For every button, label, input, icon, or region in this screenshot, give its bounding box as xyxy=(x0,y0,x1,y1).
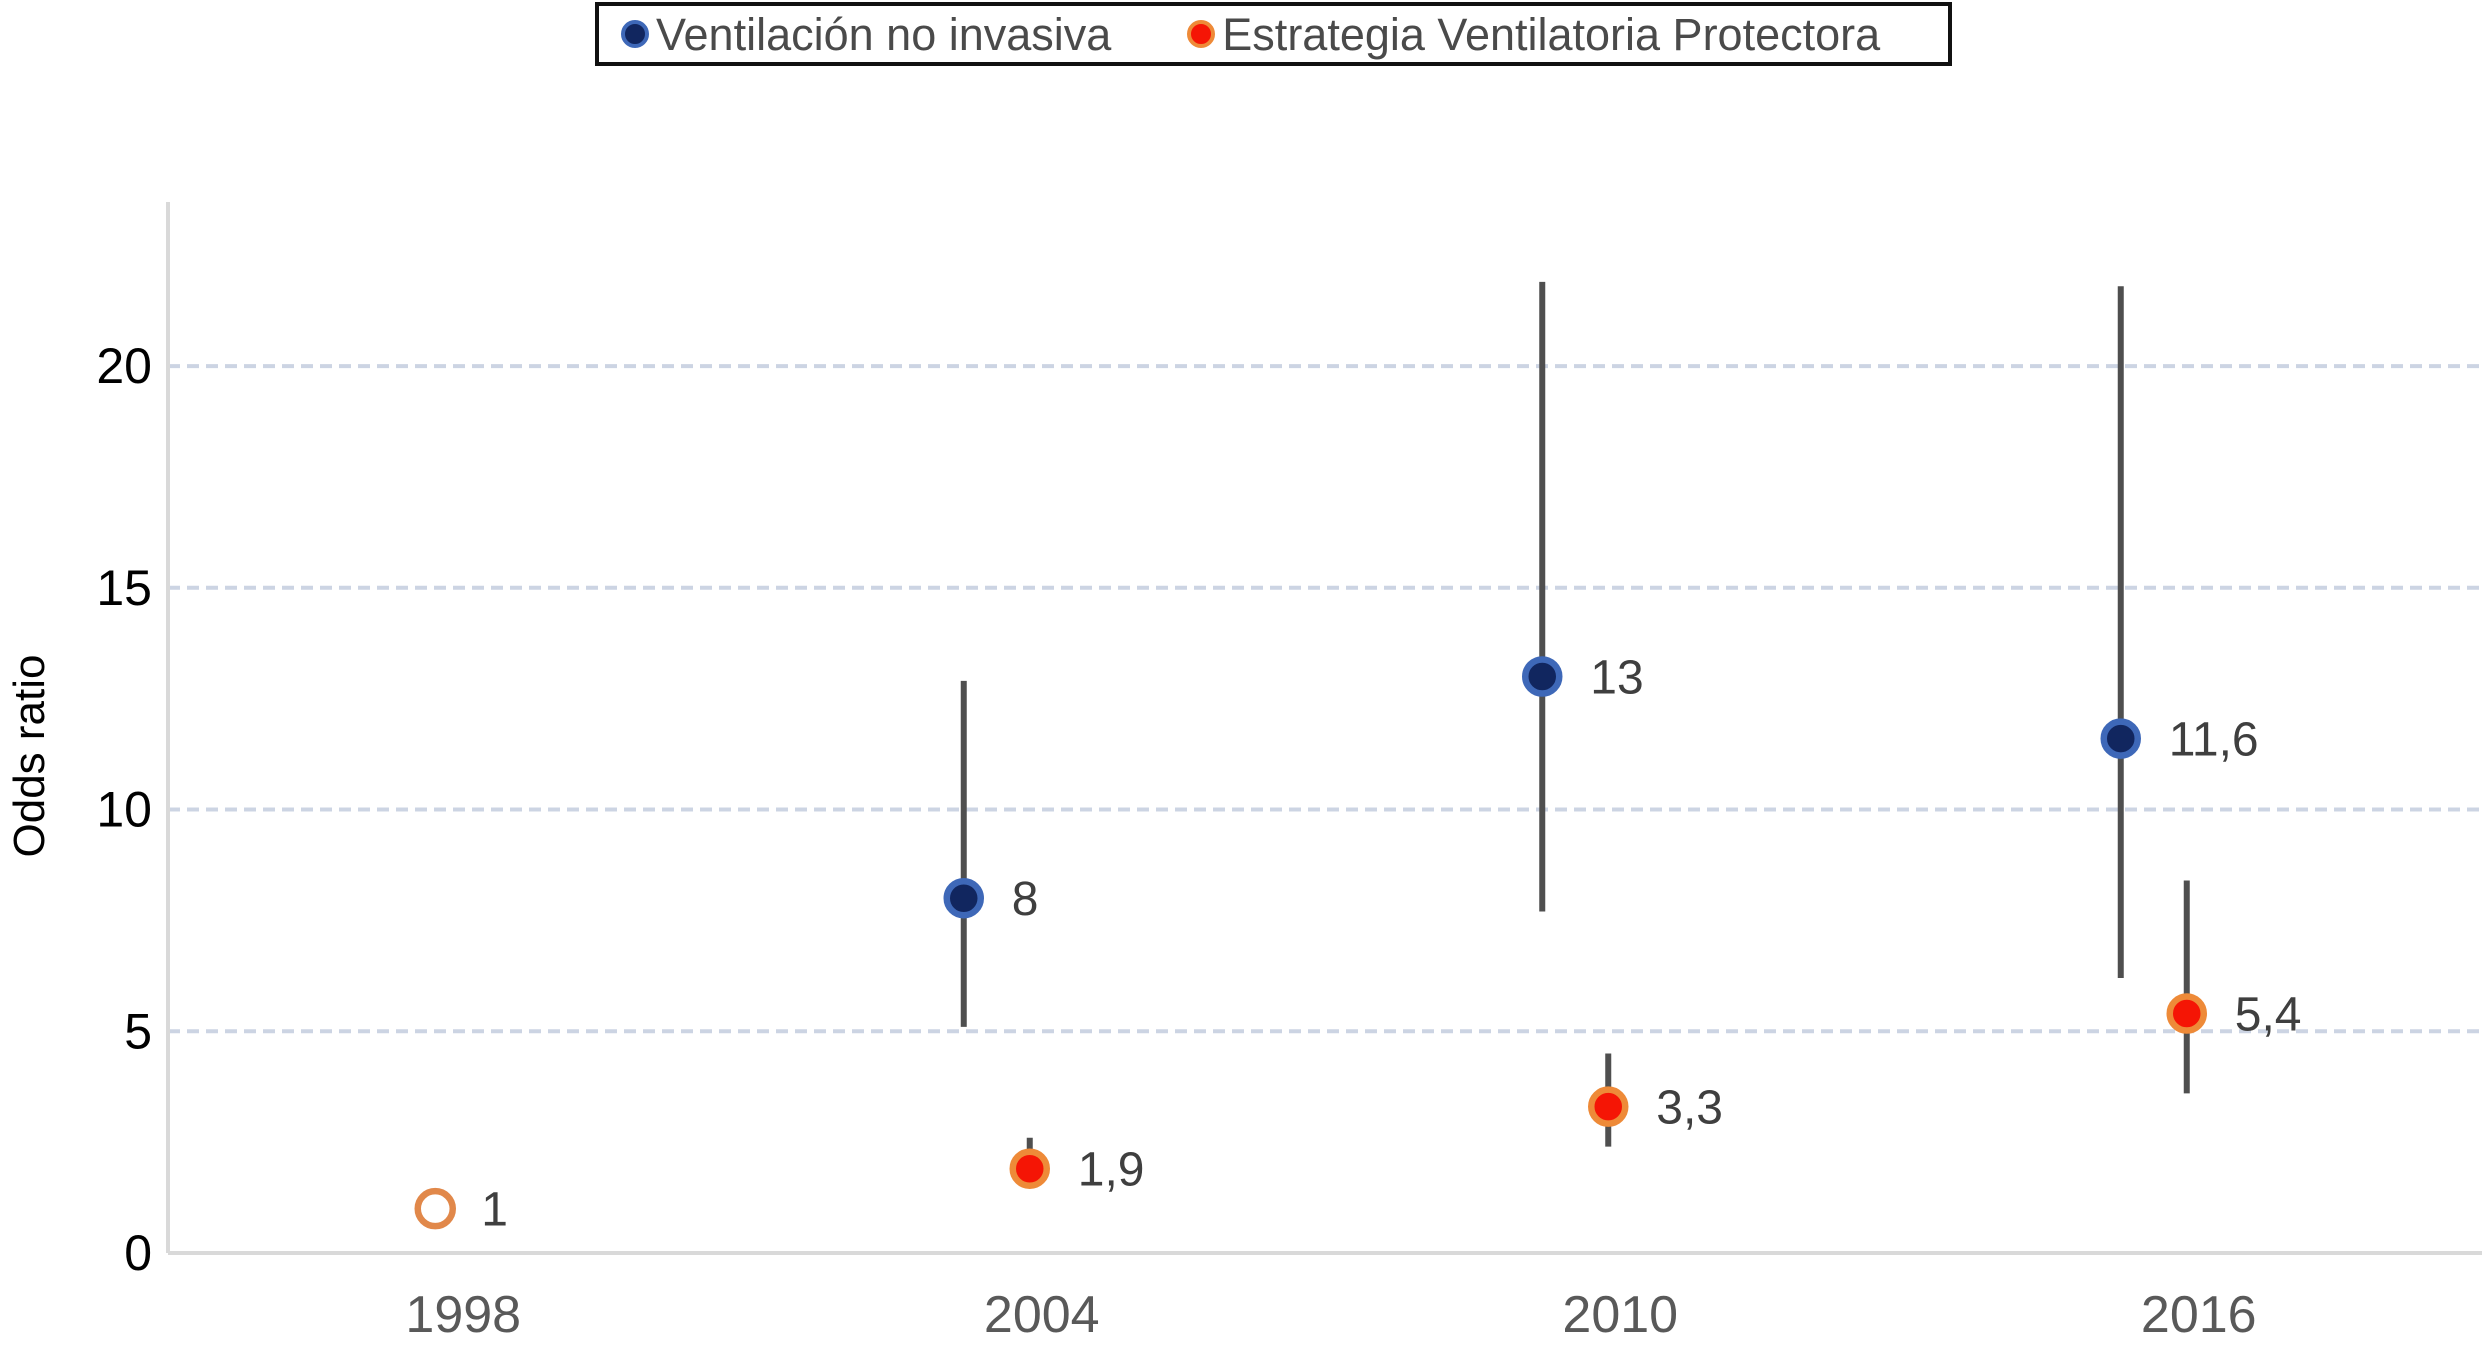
y-tick-label: 20 xyxy=(96,338,152,394)
legend-item-ventilacion: Ventilación no invasiva xyxy=(621,12,1111,57)
value-label: 3,3 xyxy=(1656,1082,1723,1135)
x-tick-label: 2016 xyxy=(2141,1286,2257,1344)
data-point xyxy=(1588,1086,1629,1127)
legend: Ventilación no invasiva Estrategia Venti… xyxy=(595,2,1952,66)
value-label: 5,4 xyxy=(2235,989,2302,1042)
value-label: 1,9 xyxy=(1078,1144,1145,1197)
data-point xyxy=(2100,718,2141,759)
data-point xyxy=(1522,656,1563,697)
legend-item-estrategia: Estrategia Ventilatoria Protectora xyxy=(1187,12,1880,57)
data-point xyxy=(2166,993,2207,1034)
legend-label: Ventilación no invasiva xyxy=(656,8,1112,60)
y-tick-label: 0 xyxy=(124,1225,152,1281)
reference-point xyxy=(414,1187,456,1230)
y-axis-title: Odds ratio xyxy=(5,654,54,858)
x-tick-label: 1998 xyxy=(405,1286,521,1344)
x-tick-label: 2010 xyxy=(1562,1286,1678,1344)
x-tick-label: 2004 xyxy=(984,1286,1100,1344)
y-tick-label: 15 xyxy=(96,560,152,616)
data-point xyxy=(1009,1148,1050,1189)
legend-marker-blue-icon xyxy=(621,20,649,48)
y-tick-label: 10 xyxy=(96,782,152,838)
value-label: 13 xyxy=(1590,652,1643,705)
value-label: 11,6 xyxy=(2169,714,2259,767)
data-point xyxy=(943,877,984,919)
legend-marker-red-icon xyxy=(1187,20,1216,48)
legend-label: Estrategia Ventilatoria Protectora xyxy=(1222,8,1881,60)
y-tick-label: 5 xyxy=(124,1003,152,1059)
value-label: 8 xyxy=(1012,873,1039,926)
value-label: 1 xyxy=(481,1184,508,1237)
